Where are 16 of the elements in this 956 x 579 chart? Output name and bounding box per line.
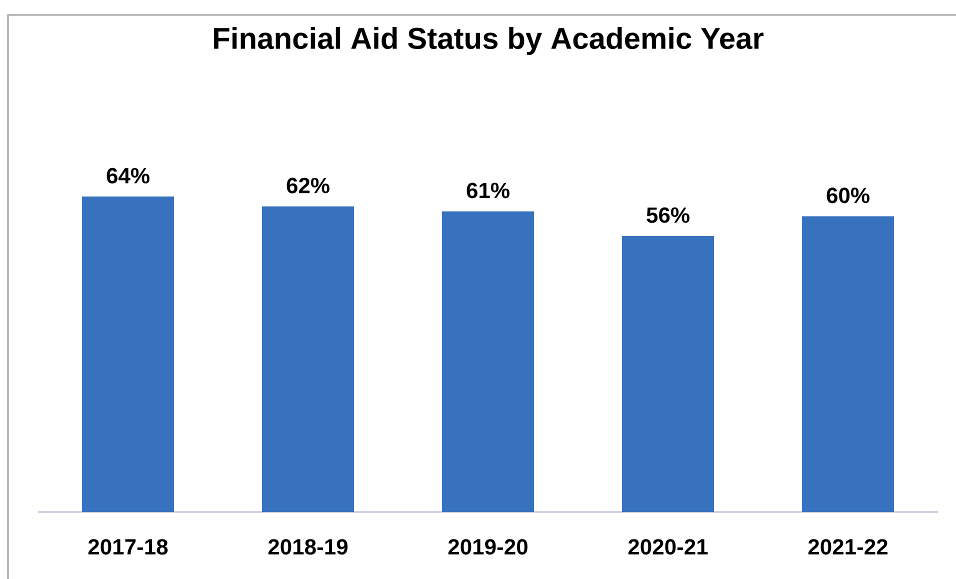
x-tick-label: 2021-22 (808, 539, 888, 555)
data-label: 56% (646, 207, 690, 223)
x-tick-label: 2018-19 (268, 539, 348, 555)
x-tick-label: 2017-18 (88, 539, 168, 555)
bar (82, 196, 174, 512)
data-label: 64% (106, 168, 150, 184)
chart-title: Financial Aid Status by Academic Year (214, 27, 764, 55)
x-tick-label: 2019-20 (448, 539, 528, 555)
data-label: 62% (286, 178, 330, 194)
bar (622, 236, 714, 512)
bar (262, 206, 354, 512)
x-tick-label: 2020-21 (628, 539, 708, 555)
data-label: 60% (826, 188, 870, 204)
bar (802, 216, 894, 512)
bar (442, 211, 534, 512)
data-label: 61% (466, 182, 510, 198)
